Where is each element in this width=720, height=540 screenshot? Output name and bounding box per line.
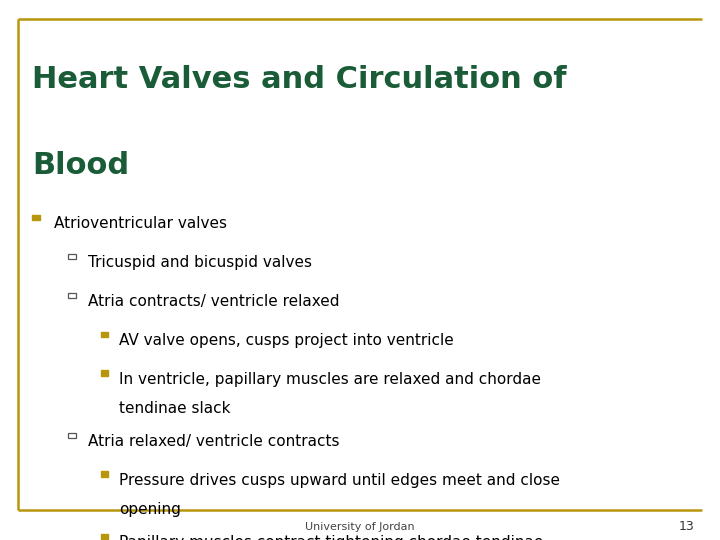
Text: In ventricle, papillary muscles are relaxed and chordae: In ventricle, papillary muscles are rela… bbox=[119, 372, 541, 387]
Text: Pressure drives cusps upward until edges meet and close: Pressure drives cusps upward until edges… bbox=[119, 472, 560, 488]
Text: Atria relaxed/ ventricle contracts: Atria relaxed/ ventricle contracts bbox=[88, 434, 339, 449]
Text: Papillary muscles contract tightening chordae tendinae: Papillary muscles contract tightening ch… bbox=[119, 535, 543, 540]
Text: tendinae slack: tendinae slack bbox=[119, 401, 230, 416]
Polygon shape bbox=[32, 215, 40, 220]
Polygon shape bbox=[101, 471, 108, 477]
Text: AV valve opens, cusps project into ventricle: AV valve opens, cusps project into ventr… bbox=[119, 333, 454, 348]
Text: Heart Valves and Circulation of: Heart Valves and Circulation of bbox=[32, 65, 567, 94]
Text: opening: opening bbox=[119, 502, 181, 517]
Polygon shape bbox=[101, 370, 108, 376]
Text: Atrioventricular valves: Atrioventricular valves bbox=[54, 216, 227, 231]
Text: Blood: Blood bbox=[32, 151, 130, 180]
Polygon shape bbox=[101, 332, 108, 337]
Text: 13: 13 bbox=[679, 520, 695, 533]
Polygon shape bbox=[101, 534, 108, 539]
Text: Atria contracts/ ventricle relaxed: Atria contracts/ ventricle relaxed bbox=[88, 294, 339, 309]
Text: Tricuspid and bicuspid valves: Tricuspid and bicuspid valves bbox=[88, 255, 312, 270]
Text: University of Jordan: University of Jordan bbox=[305, 522, 415, 531]
